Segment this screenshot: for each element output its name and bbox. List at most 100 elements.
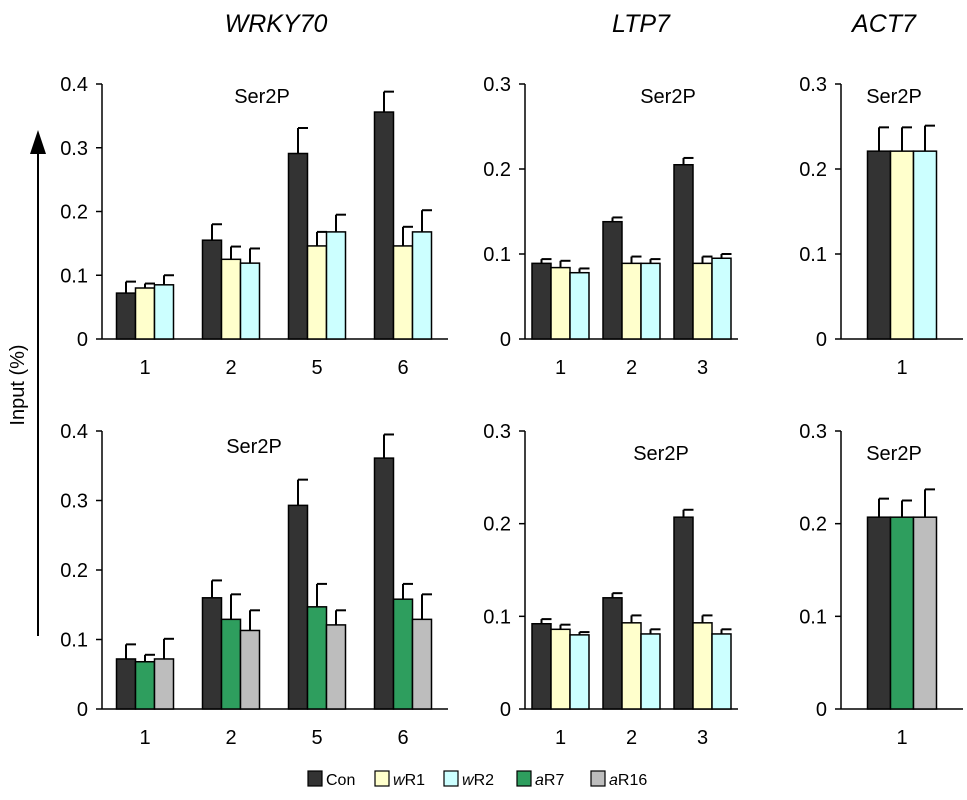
y-tick-label: 0.3 bbox=[799, 74, 827, 96]
panel-label: Ser2P bbox=[640, 86, 696, 108]
x-tick-label: 1 bbox=[139, 357, 150, 379]
x-tick-label: 1 bbox=[896, 727, 907, 749]
bar-Con-5 bbox=[287, 504, 309, 710]
bar-wR1-1 bbox=[134, 287, 156, 340]
legend-label-suffix: R7 bbox=[544, 772, 565, 789]
legend-label-prefix: w bbox=[393, 772, 406, 789]
bar-wR2-1 bbox=[153, 284, 175, 340]
gene-title-act7: ACT7 bbox=[850, 10, 917, 38]
x-tick-label: 2 bbox=[225, 357, 236, 379]
x-tick-label: 5 bbox=[311, 727, 322, 749]
bar-Con-2 bbox=[602, 597, 623, 710]
panel-label: Ser2P bbox=[226, 436, 282, 458]
bar-wR2-2 bbox=[239, 262, 261, 340]
panel-label: Ser2P bbox=[866, 443, 922, 465]
bar-wR1-1 bbox=[550, 628, 571, 710]
bar-wR2-2 bbox=[640, 262, 661, 340]
bar-aR16-1 bbox=[153, 658, 175, 710]
y-axis-arrow bbox=[30, 130, 46, 636]
bar-wR1-2 bbox=[621, 262, 642, 340]
y-tick-label: 0.3 bbox=[60, 138, 88, 160]
y-tick-label: 0 bbox=[77, 699, 88, 721]
bar-Con-5 bbox=[287, 152, 309, 340]
bar-wR2-3 bbox=[711, 257, 732, 340]
y-tick-label: 0 bbox=[77, 329, 88, 351]
y-tick-label: 0.1 bbox=[60, 265, 88, 287]
bar-wR2-3 bbox=[711, 633, 732, 710]
gene-title-wrky70: WRKY70 bbox=[225, 10, 328, 38]
x-tick-label: 3 bbox=[697, 727, 708, 749]
y-tick-label: 0.2 bbox=[799, 514, 827, 536]
y-tick-label: 0.2 bbox=[60, 202, 88, 224]
bar-Con-2 bbox=[602, 220, 623, 340]
y-tick-label: 0.3 bbox=[799, 421, 827, 443]
x-tick-label: 2 bbox=[626, 357, 637, 379]
y-tick-label: 0.1 bbox=[799, 606, 827, 628]
bar-wR2-1 bbox=[569, 634, 590, 710]
legend-label-prefix: a bbox=[535, 772, 544, 789]
y-tick-label: 0 bbox=[816, 699, 827, 721]
legend-item-aR7: aR7 bbox=[516, 770, 564, 789]
x-tick-label: 6 bbox=[397, 357, 408, 379]
y-tick-label: 0 bbox=[816, 329, 827, 351]
legend-label-Con: Con bbox=[326, 772, 355, 789]
legend-label-suffix: R1 bbox=[405, 772, 426, 789]
y-tick-label: 0.3 bbox=[60, 491, 88, 513]
chart-panels: 0 0.1 0.2 0.3 0.4 Ser2P 1 2 5 6 0 0.1 0.2 0.3 Ser2P 1 2 3… bbox=[60, 74, 963, 749]
x-tick-label: 1 bbox=[896, 357, 907, 379]
legend-label-prefix: a bbox=[609, 772, 618, 789]
legend-label-wR2: wR2 bbox=[462, 772, 494, 789]
y-tick-label: 0 bbox=[500, 699, 511, 721]
y-tick-label: 0.1 bbox=[60, 630, 88, 652]
bar-aR16-2 bbox=[239, 629, 261, 710]
bar-wR1-6 bbox=[392, 245, 414, 340]
bar-Con-6 bbox=[373, 111, 395, 340]
bar-aR7-1 bbox=[134, 660, 156, 710]
bar-wR2-6 bbox=[411, 231, 433, 340]
bar-wR1-3 bbox=[692, 262, 713, 340]
bar-wR2-1 bbox=[569, 271, 590, 340]
bar-Con-1 bbox=[115, 658, 137, 710]
panel-wrky70-bottom: 0 0.1 0.2 0.3 0.4 Ser2P 1 2 5 6 bbox=[60, 421, 448, 749]
bar-aR7-2 bbox=[220, 618, 242, 710]
bar-wR1-3 bbox=[692, 622, 713, 710]
bar-Con-2 bbox=[201, 597, 223, 710]
x-tick-label: 5 bbox=[311, 357, 322, 379]
legend-item-Con: Con bbox=[307, 770, 355, 789]
bar-wR2-1 bbox=[912, 150, 938, 340]
x-tick-label: 2 bbox=[225, 727, 236, 749]
legend-swatch-Con bbox=[307, 770, 323, 787]
x-tick-label: 2 bbox=[626, 727, 637, 749]
y-tick-label: 0.1 bbox=[799, 244, 827, 266]
bar-Con-3 bbox=[673, 164, 694, 340]
x-tick-label: 6 bbox=[397, 727, 408, 749]
legend-swatch-wR2 bbox=[443, 770, 459, 787]
y-tick-label: 0.2 bbox=[483, 159, 511, 181]
legend-swatch-wR1 bbox=[374, 770, 390, 787]
gene-title-ltp7: LTP7 bbox=[612, 10, 671, 38]
bar-Con-1 bbox=[866, 516, 892, 710]
bar-Con-2 bbox=[201, 239, 223, 340]
y-tick-label: 0.1 bbox=[483, 606, 511, 628]
bar-aR7-6 bbox=[392, 598, 414, 710]
y-tick-label: 0.1 bbox=[483, 244, 511, 266]
bar-aR16-5 bbox=[325, 624, 347, 710]
legend: Con wR1 wR2 aR7 aR16 bbox=[307, 770, 647, 789]
panel-label: Ser2P bbox=[234, 86, 290, 108]
y-tick-label: 0.3 bbox=[483, 421, 511, 443]
panel-ltp7-top: 0 0.1 0.2 0.3 Ser2P 1 2 3 bbox=[483, 74, 738, 379]
legend-swatch-aR16 bbox=[590, 770, 606, 787]
bar-Con-6 bbox=[373, 457, 395, 710]
legend-label-suffix: R2 bbox=[474, 772, 495, 789]
panel-act7-top: 0 0.1 0.2 0.3 Ser2P 1 bbox=[799, 74, 963, 379]
legend-label-suffix: Con bbox=[326, 772, 355, 789]
panel-label: Ser2P bbox=[633, 443, 689, 465]
x-tick-label: 1 bbox=[555, 357, 566, 379]
legend-label-aR7: aR7 bbox=[535, 772, 564, 789]
legend-item-wR2: wR2 bbox=[443, 770, 494, 789]
legend-item-aR16: aR16 bbox=[590, 770, 647, 789]
bar-wR1-1 bbox=[550, 266, 571, 340]
bar-wR2-5 bbox=[325, 231, 347, 340]
bar-wR2-2 bbox=[640, 633, 661, 710]
x-tick-label: 1 bbox=[555, 727, 566, 749]
